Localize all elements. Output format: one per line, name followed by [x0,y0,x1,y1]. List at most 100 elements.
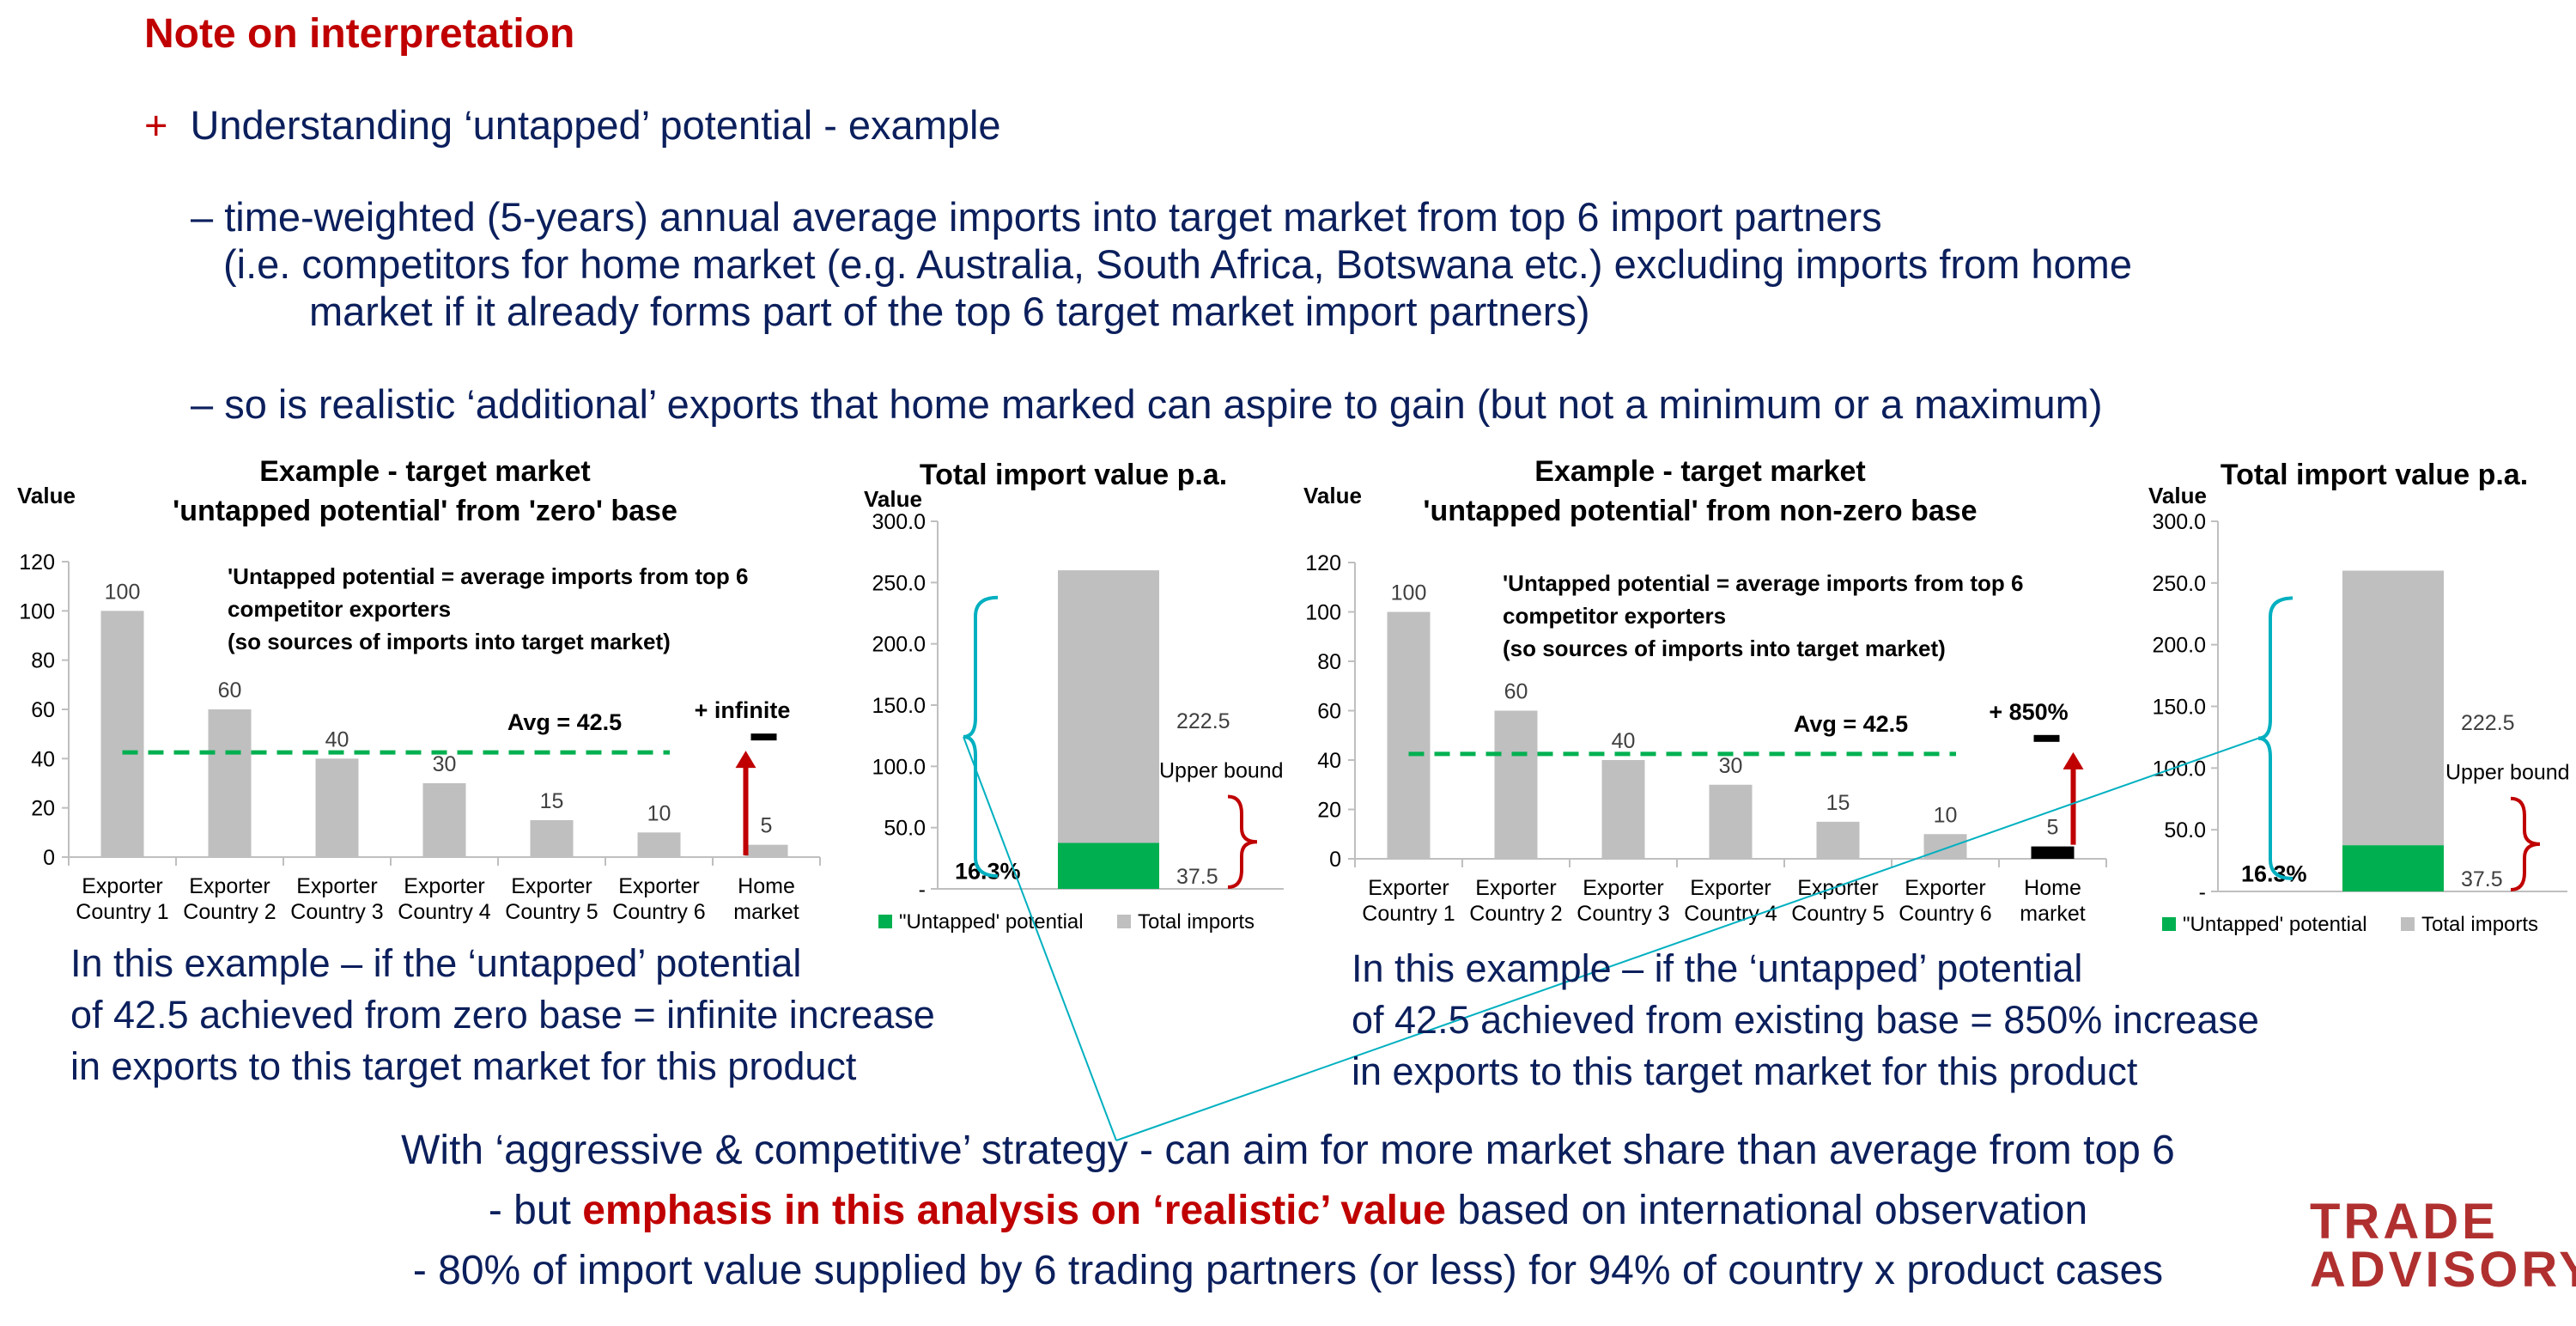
chart4-legend-swatch-untapped [2162,917,2176,931]
chart2-percent-label: 16.3% [955,859,1021,885]
footer-line1: With ‘aggressive & competitive’ strategy… [401,1128,2175,1173]
footer-line2-highlight: emphasis in this analysis on ‘realistic’… [582,1188,1446,1233]
chart1-note-line: (so sources of imports into target marke… [228,629,671,654]
chart3-data-label: 40 [1612,729,1636,753]
chart2-bar-untapped [1058,842,1159,889]
chart3-y-tick-label: 80 [1317,650,1341,674]
chart3-x-tick-label: market [2020,902,2085,926]
logo-line2: ADVISORY [2310,1242,2576,1298]
chart2-y-tick-label: 300.0 [872,510,926,534]
chart3-title: Example - target market 'untapped potent… [1408,452,1992,531]
chart3-y-tick-label: 120 [1305,551,1341,575]
chart4-legend-total: Total imports [2421,913,2538,936]
right-explanation-line1: In this example – if the ‘untapped’ pote… [1352,946,2083,990]
chart3-note-line: competitor exporters [1503,603,1726,629]
main-bullet: + Understanding ‘untapped’ potential - ex… [144,101,1001,149]
chart1-increase-arrow-head [735,751,756,769]
chart4-legend-untapped: "Untapped' potential [2183,913,2367,936]
chart4-title: Total import value p.a. [2220,459,2529,491]
chart1-x-tick-label: Country 5 [505,900,598,924]
connector-line-left [963,736,1117,1141]
connector-line-right [1115,737,2259,1141]
chart1-x-tick-label: Country 6 [612,900,705,924]
chart1-x-tick-label: Country 1 [76,900,168,924]
chart2-y-tick-label: 250.0 [872,571,926,595]
chart4-y-tick-label: - [2199,880,2206,904]
chart3-x-tick-label: Country 1 [1362,902,1455,926]
chart4-y-tick-label: 150.0 [2152,696,2206,720]
chart1-target-marker [750,733,777,741]
chart3-y-tick-label: 20 [1317,799,1341,823]
chart3-data-label: 15 [1826,791,1850,815]
chart1-x-tick-label: Exporter [404,874,484,898]
chart1-x-tick-label: Exporter [618,874,699,898]
chart1-title: Example - target market 'untapped potent… [137,452,713,531]
chart3-target-marker [2033,734,2060,742]
chart3-note-line: 'Untapped potential = average imports fr… [1503,570,2023,596]
chart3-x-tick-label: Country 4 [1684,902,1777,926]
chart2-ylabel: Value [864,486,922,512]
footer-line2-pre: - but [488,1188,583,1233]
chart4-brace-left [2257,596,2293,880]
chart4-y-tick-label: 200.0 [2152,634,2206,658]
chart3-note-line: (so sources of imports into target marke… [1503,636,1946,661]
right-explanation-line2: of 42.5 achieved from existing base = 85… [1352,998,2259,1042]
right-explanation-line3: in exports to this target market for thi… [1352,1049,2138,1093]
chart1-title-line1: Example - target market [259,455,591,488]
chart3-data-label: 60 [1504,680,1528,704]
chart3-bar [1387,611,1431,859]
chart3-x-tick-label: Country 6 [1899,902,1991,926]
chart4-y-tick-label: 100.0 [2152,757,2206,781]
chart2-y-tick-label: 200.0 [872,633,926,657]
chart1-bar [315,758,359,857]
chart1-bar [208,709,252,857]
chart1-bar [530,820,574,857]
chart3-x-tick-label: Country 2 [1469,902,1562,926]
chart3-x-tick-label: Country 3 [1577,902,1669,926]
chart4-y-tick-label: 250.0 [2152,572,2206,596]
chart1-ylabel: Value [17,483,76,508]
chart3-increase-label: + 850% [1989,699,2068,725]
chart3-average-label: Avg = 42.5 [1794,711,1908,737]
chart3-home-actual-bar [2031,846,2075,859]
chart1-x-tick-label: Country 4 [398,900,490,924]
chart3-bar [1709,784,1753,859]
chart3-increase-arrow-head [2063,751,2084,769]
chart3-y-tick-label: 100 [1305,601,1341,625]
chart1-data-label: 100 [105,580,141,604]
page-title: Note on interpretation [144,11,575,57]
chart2-y-tick-label: 100.0 [872,755,926,779]
chart4-legend-swatch-total [2401,917,2415,931]
chart3-data-label: 100 [1391,581,1427,605]
main-bullet-text: Understanding ‘untapped’ potential - exa… [190,102,1001,148]
right-explanation: In this example – if the ‘untapped’ pote… [1352,943,2259,1098]
chart2-y-tick-label: - [919,878,926,902]
chart3-x-tick-label: Exporter [1905,876,1985,900]
chart2-title: Total import value p.a. [919,459,1228,491]
chart3-ylabel: Value [1303,483,1362,508]
chart3-bar [1601,760,1645,859]
chart4-ylabel: Value [2148,483,2207,508]
chart2-legend-untapped: "Untapped' potential [899,910,1084,934]
chart1-x-tick-label: Exporter [189,874,270,898]
chart3-x-tick-label: Exporter [1583,876,1663,900]
chart2-bottom-label: 37.5 [1176,865,1218,889]
chart3-y-tick-label: 60 [1317,700,1341,724]
chart1-data-label: 30 [433,752,457,776]
chart1-y-tick-label: 120 [19,550,55,575]
chart3-title-line2: 'untapped potential' from non-zero base [1423,495,1978,527]
left-explanation-line2: of 42.5 achieved from zero base = infini… [70,993,935,1037]
chart3-bar [1494,710,1538,859]
chart1-y-tick-label: 20 [31,797,55,821]
chart2-y-tick-label: 150.0 [872,694,926,718]
chart1-data-label: 10 [647,801,671,825]
chart3-data-label: 5 [2047,816,2059,840]
chart4-y-tick-label: 300.0 [2152,510,2206,534]
sub-bullet-1-line-3: market if it already forms part of the t… [309,289,1590,334]
chart1-data-label: 5 [761,814,773,838]
chart2-brace-right [1227,794,1258,889]
chart1-x-tick-label: Country 3 [290,900,383,924]
chart1-note-line: competitor exporters [228,596,451,622]
chart4-top-label: 222.5 [2461,711,2515,735]
footer-line2: - but emphasis in this analysis on ‘real… [0,1181,2576,1241]
